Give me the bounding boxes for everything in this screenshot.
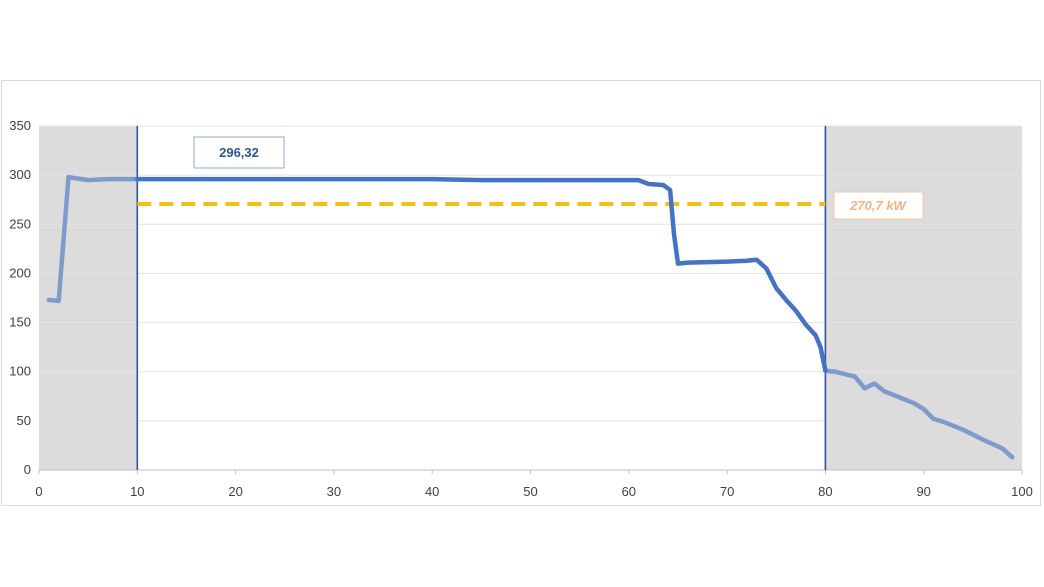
x-tick-label: 40 [425, 484, 439, 499]
x-tick-label: 80 [818, 484, 832, 499]
x-tick-label: 60 [622, 484, 636, 499]
shaded-range-1 [825, 126, 1022, 470]
y-tick-label: 300 [9, 167, 31, 182]
average-callout-label: 270,7 kW [849, 198, 907, 213]
x-tick-label: 0 [35, 484, 42, 499]
y-tick-label: 250 [9, 216, 31, 231]
y-tick-label: 200 [9, 265, 31, 280]
peak-callout-box [193, 136, 285, 169]
average-callout-box [833, 191, 924, 220]
x-tick-label: 50 [523, 484, 537, 499]
shaded-range-0 [39, 126, 138, 470]
y-tick-label: 350 [9, 118, 31, 133]
x-tick-label: 90 [916, 484, 930, 499]
x-tick-label: 20 [228, 484, 242, 499]
peak-callout-label: 296,32 [219, 145, 259, 160]
x-tick-label: 30 [327, 484, 341, 499]
x-tick-label: 100 [1011, 484, 1033, 499]
series-line-pre [46, 174, 140, 304]
x-tick-label: 10 [130, 484, 144, 499]
y-tick-label: 0 [24, 462, 31, 477]
series-line-post [823, 368, 1015, 460]
series-line-main [135, 176, 828, 373]
y-tick-label: 50 [17, 413, 31, 428]
y-tick-label: 150 [9, 315, 31, 330]
y-tick-label: 100 [9, 364, 31, 379]
x-tick-label: 70 [720, 484, 734, 499]
